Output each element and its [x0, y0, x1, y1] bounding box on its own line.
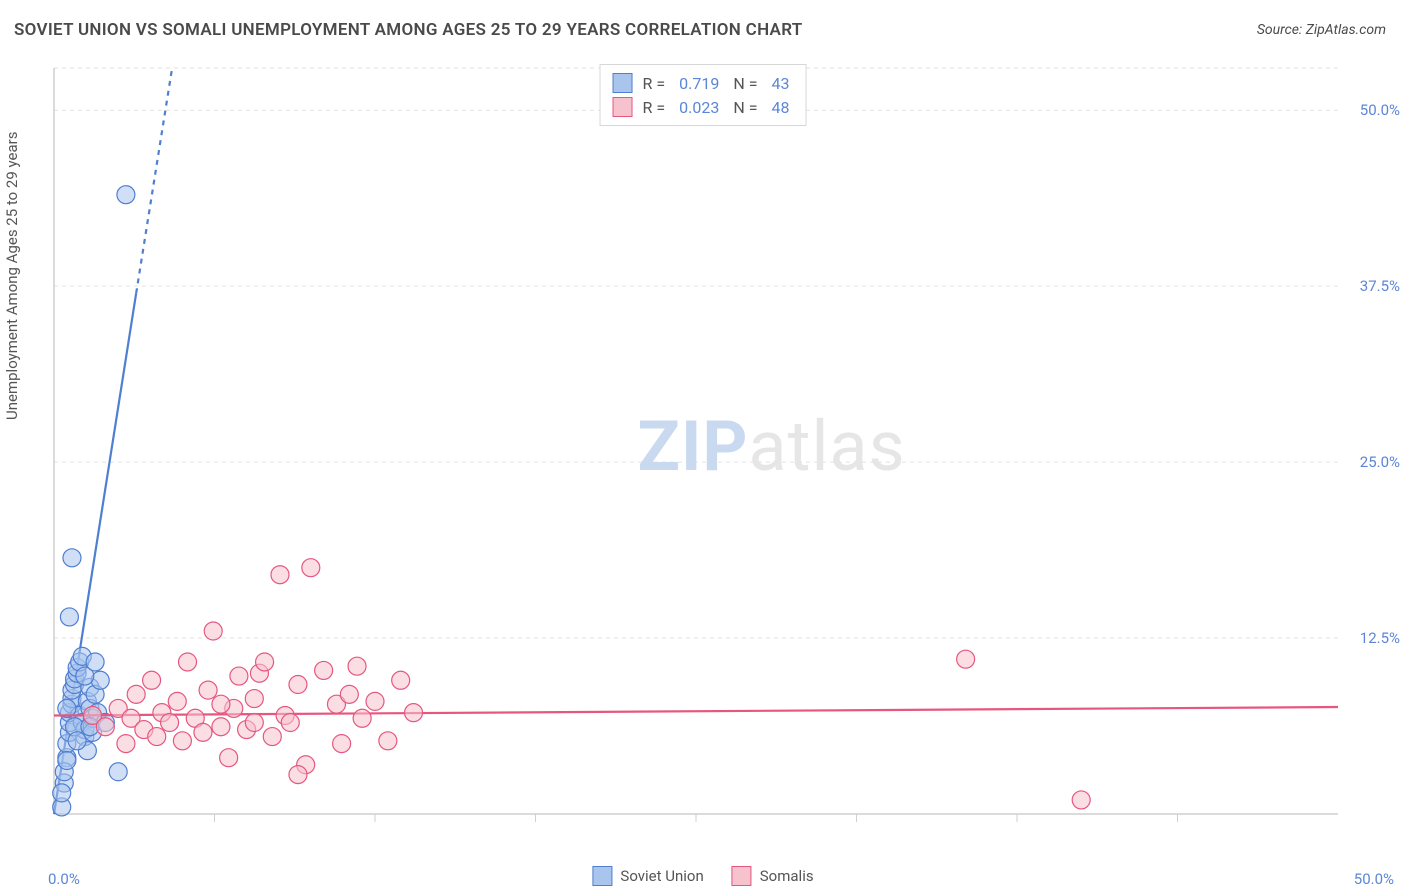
chart-title: SOVIET UNION VS SOMALI UNEMPLOYMENT AMON…	[14, 20, 803, 40]
legend-label-somalis: Somalis	[760, 867, 814, 885]
series-legend: Soviet Union Somalis	[592, 866, 813, 886]
legend-item-somalis: Somalis	[732, 866, 814, 886]
y-tick-label: 50.0%	[1360, 101, 1400, 119]
legend-row-somalis: R = 0.023 N = 48	[613, 95, 794, 119]
legend-row-soviet: R = 0.719 N = 43	[613, 71, 794, 95]
n-label: N =	[733, 98, 757, 117]
plot-area: ZIPatlas	[48, 62, 1388, 832]
r-value-somalis: 0.023	[679, 98, 719, 117]
swatch-soviet	[613, 73, 633, 93]
swatch-somalis-bottom	[732, 866, 752, 886]
y-tick-label: 37.5%	[1360, 277, 1400, 295]
scatter-chart	[48, 62, 1388, 832]
r-value-soviet: 0.719	[679, 74, 719, 93]
x-tick-min: 0.0%	[48, 870, 80, 888]
n-value-somalis: 48	[771, 98, 789, 117]
y-tick-label: 25.0%	[1360, 453, 1400, 471]
swatch-somalis	[613, 97, 633, 117]
correlation-legend: R = 0.719 N = 43 R = 0.023 N = 48	[600, 64, 807, 126]
n-label: N =	[733, 74, 757, 93]
y-tick-label: 12.5%	[1360, 629, 1400, 647]
r-label: R =	[643, 98, 666, 117]
source-attribution: Source: ZipAtlas.com	[1257, 22, 1386, 38]
legend-label-soviet: Soviet Union	[620, 867, 703, 885]
n-value-soviet: 43	[771, 74, 789, 93]
legend-item-soviet: Soviet Union	[592, 866, 703, 886]
swatch-soviet-bottom	[592, 866, 612, 886]
y-axis-label: Unemployment Among Ages 25 to 29 years	[3, 132, 21, 420]
x-tick-max: 50.0%	[1354, 870, 1394, 888]
r-label: R =	[643, 74, 666, 93]
